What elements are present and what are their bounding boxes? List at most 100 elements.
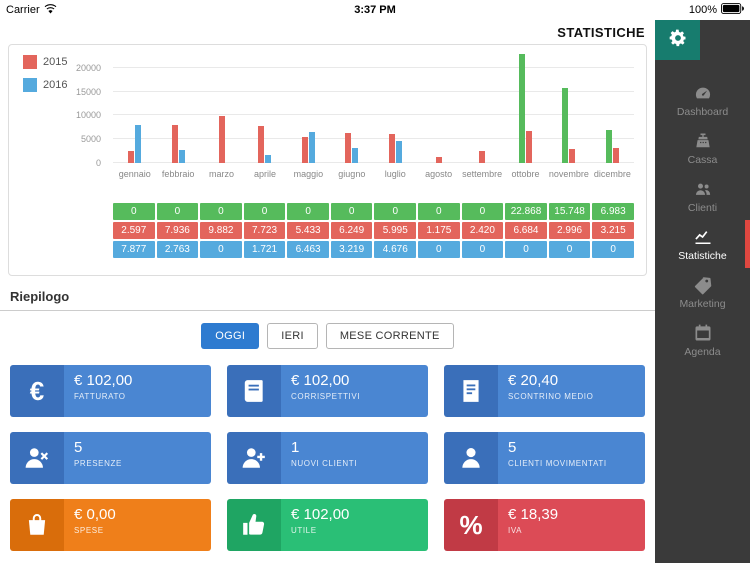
percent-icon: % bbox=[444, 499, 498, 551]
kpi-value: € 18,39 bbox=[508, 506, 559, 523]
bar-group bbox=[374, 134, 417, 163]
legend-swatch bbox=[23, 55, 37, 69]
table-cell: 2.763 bbox=[156, 241, 199, 258]
sidebar-item-marketing[interactable]: Marketing bbox=[655, 268, 750, 316]
table-cell: 0 bbox=[505, 241, 547, 258]
legend-label: 2015 bbox=[43, 56, 68, 68]
table-cell: 7.936 bbox=[156, 222, 199, 239]
chart-bar bbox=[128, 151, 135, 163]
kpi-value: € 102,00 bbox=[74, 372, 133, 389]
kpi-label: NUOVI CLIENTI bbox=[291, 459, 358, 468]
x-tick-label: marzo bbox=[209, 169, 235, 179]
carrier-label: Carrier bbox=[6, 4, 40, 16]
table-cell: 3.215 bbox=[592, 222, 634, 239]
table-cell: 6.684 bbox=[505, 222, 547, 239]
sidebar-item-cassa[interactable]: Cassa bbox=[655, 124, 750, 172]
table-cell: 5.433 bbox=[287, 222, 329, 239]
sidebar-nav: Dashboard Cassa Clienti Statistiche Mark… bbox=[655, 76, 750, 364]
bar-group bbox=[156, 125, 199, 163]
person-x-icon bbox=[10, 432, 64, 484]
table-cell: 0 bbox=[418, 241, 460, 258]
dashboard-icon bbox=[693, 83, 713, 103]
kpi-grid: € € 102,00 FATTURATO € 102,00 CORRISPETT… bbox=[10, 365, 645, 551]
sidebar-item-clienti[interactable]: Clienti bbox=[655, 172, 750, 220]
table-cell: 6.983 bbox=[592, 203, 634, 220]
kpi-label: PRESENZE bbox=[74, 459, 122, 468]
clock: 3:37 PM bbox=[354, 4, 396, 16]
table-cell: 7.877 bbox=[113, 241, 155, 258]
sidebar-item-dashboard[interactable]: Dashboard bbox=[655, 76, 750, 124]
legend-item: 2015 bbox=[23, 55, 67, 69]
sidebar-item-label: Agenda bbox=[684, 345, 721, 358]
kpi-value: 5 bbox=[74, 439, 83, 456]
agenda-icon bbox=[693, 323, 713, 343]
kpi-card-fatturato: € € 102,00 FATTURATO bbox=[10, 365, 211, 417]
chart-bar bbox=[135, 125, 142, 163]
filter-ieri[interactable]: IERI bbox=[267, 323, 318, 349]
x-tick-label: aprile bbox=[253, 169, 276, 179]
table-cell: 2.597 bbox=[113, 222, 155, 239]
x-tick-label: dicembre bbox=[593, 169, 631, 179]
table-row: 0 0 0 0 0 0 0 0 0 22.868 15.748 6.983 bbox=[113, 203, 634, 220]
kpi-value: € 102,00 bbox=[291, 506, 350, 523]
kpi-label: IVA bbox=[508, 526, 523, 535]
table-cell: 0 bbox=[243, 203, 286, 220]
bar-group bbox=[591, 130, 634, 163]
table-cell: 1.175 bbox=[418, 222, 460, 239]
table-cell: 0 bbox=[418, 203, 460, 220]
table-cell: 0 bbox=[461, 241, 504, 258]
filter-oggi[interactable]: OGGI bbox=[201, 323, 260, 349]
filter-mese-corrente[interactable]: MESE CORRENTE bbox=[325, 323, 454, 349]
legend-item: 2016 bbox=[23, 78, 67, 92]
sidebar-item-label: Marketing bbox=[679, 297, 726, 310]
kpi-card-spese: € 0,00 SPESE bbox=[10, 499, 211, 551]
bars-row bbox=[113, 51, 634, 163]
table-cell: 0 bbox=[200, 203, 242, 220]
status-bar: Carrier 3:37 PM 100% bbox=[0, 0, 750, 20]
sidebar-item-agenda[interactable]: Agenda bbox=[655, 316, 750, 364]
kpi-label: CORRISPETTIVI bbox=[291, 392, 361, 401]
page-title: STATISTICHE bbox=[557, 25, 645, 40]
chart-bar bbox=[308, 132, 315, 163]
kpi-value: 5 bbox=[508, 439, 517, 456]
bar-group bbox=[547, 88, 590, 163]
chart-bar bbox=[605, 130, 612, 163]
chart-bar bbox=[301, 137, 308, 163]
chart-bar bbox=[569, 149, 576, 163]
table-cell: 5.995 bbox=[374, 222, 417, 239]
kpi-card-corrispettivi: € 102,00 CORRISPETTIVI bbox=[227, 365, 428, 417]
kpi-card-presenze: 5 PRESENZE bbox=[10, 432, 211, 484]
kpi-label: SCONTRINO MEDIO bbox=[508, 392, 594, 401]
gridline bbox=[113, 66, 634, 68]
chart-bar bbox=[612, 148, 619, 163]
sidebar-item-label: Dashboard bbox=[676, 105, 729, 118]
table-cell: 0 bbox=[113, 203, 155, 220]
y-tick-label: 20000 bbox=[75, 62, 101, 73]
gridline bbox=[113, 162, 634, 163]
chart-y-axis: 0 5000 10000 15000 20000 bbox=[9, 51, 107, 168]
chart-card: 2015 2016 0 5000 10000 15000 20000 gennaio fe… bbox=[8, 44, 647, 276]
settings-button[interactable] bbox=[655, 20, 700, 60]
chart-bar bbox=[345, 133, 352, 163]
sidebar-item-statistiche[interactable]: Statistiche bbox=[655, 220, 750, 268]
battery-percent: 100% bbox=[688, 4, 718, 16]
table-cell: 1.721 bbox=[243, 241, 286, 258]
legend-label: 2016 bbox=[43, 79, 68, 91]
table-cell: 0 bbox=[461, 203, 504, 220]
bar-group bbox=[330, 133, 373, 163]
person-icon bbox=[444, 432, 498, 484]
y-tick-label: 0 bbox=[95, 158, 101, 168]
gridline bbox=[113, 90, 634, 92]
gear-icon bbox=[668, 28, 688, 53]
table-cell: 0 bbox=[592, 241, 634, 258]
table-cell: 0 bbox=[200, 241, 242, 258]
table-cell: 0 bbox=[374, 203, 417, 220]
x-tick-label: febbraio bbox=[161, 169, 195, 179]
x-tick-label: settembre bbox=[462, 169, 503, 179]
chart-bar bbox=[435, 157, 442, 163]
chart-bar bbox=[171, 125, 178, 163]
table-cell: 15.748 bbox=[548, 203, 591, 220]
table-cell: 6.463 bbox=[287, 241, 329, 258]
chart-bar bbox=[178, 150, 185, 163]
bar-group bbox=[200, 116, 243, 163]
